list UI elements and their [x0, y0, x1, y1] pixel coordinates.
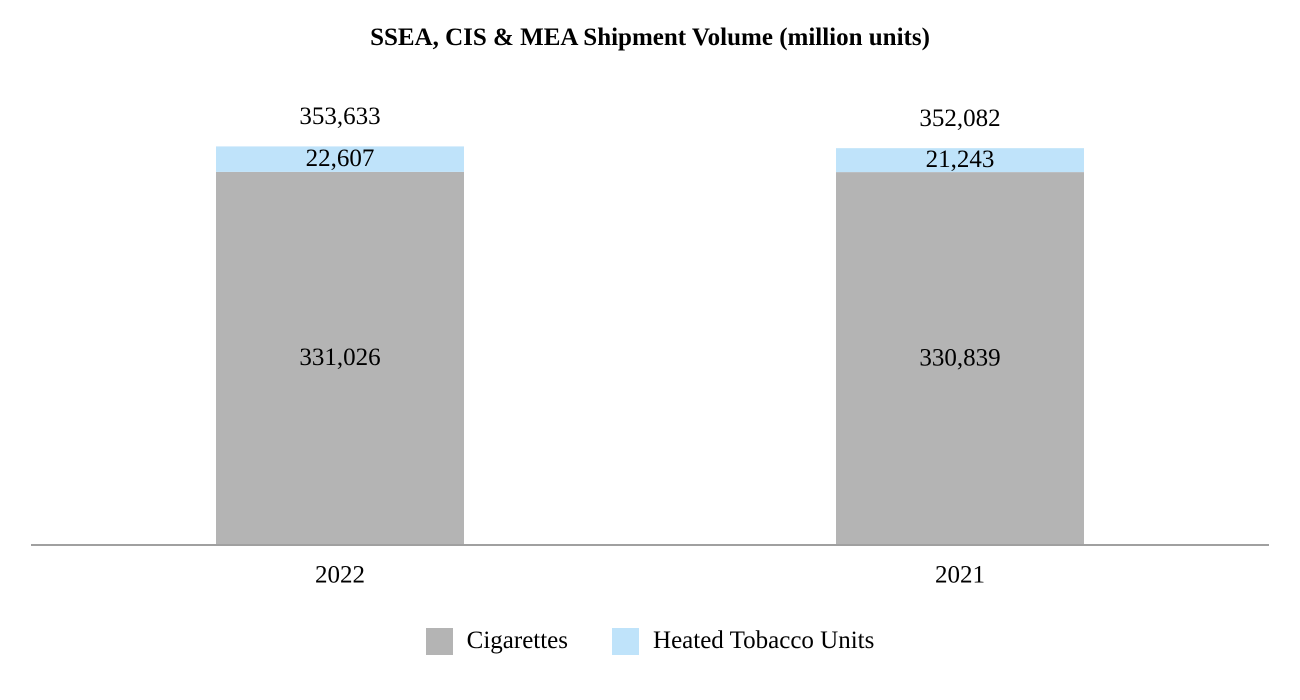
bar-heated-tobacco-units-2021 — [836, 148, 1084, 173]
data-label-cigarettes-2021: 330,839 — [919, 344, 1000, 371]
labels-layer: 331,026 22,607 353,633 2022 330,839 21,243 352… — [299, 103, 1000, 589]
data-label-heated-tobacco-units-2021: 21,243 — [926, 146, 995, 173]
legend-label-heated-tobacco-units: Heated Tobacco Units — [653, 626, 875, 654]
data-label-cigarettes-2022: 331,026 — [299, 344, 380, 371]
legend-item-heated-tobacco-units: Heated Tobacco Units — [612, 626, 874, 655]
bars-layer — [216, 146, 1084, 546]
legend-item-cigarettes: Cigarettes — [425, 626, 569, 655]
data-label-heated-tobacco-units-2022: 22,607 — [306, 145, 375, 172]
bar-cigarettes-2022 — [216, 171, 464, 546]
legend-label-cigarettes: Cigarettes — [466, 626, 569, 654]
legend-swatch-heated-tobacco-units — [612, 628, 640, 655]
total-label-2021: 352,082 — [919, 105, 1000, 132]
legend-swatch-cigarettes — [425, 628, 453, 655]
bar-cigarettes-2021 — [836, 172, 1084, 545]
chart-title: SSEA, CIS & MEA Shipment Volume (million… — [370, 24, 930, 51]
legend: Cigarettes Heated Tobacco Units — [0, 626, 1300, 655]
x-tick-label-2021: 2021 — [935, 562, 985, 589]
total-label-2022: 353,633 — [299, 103, 380, 130]
x-tick-label-2022: 2022 — [315, 562, 365, 589]
bar-heated-tobacco-units-2022 — [216, 146, 464, 172]
